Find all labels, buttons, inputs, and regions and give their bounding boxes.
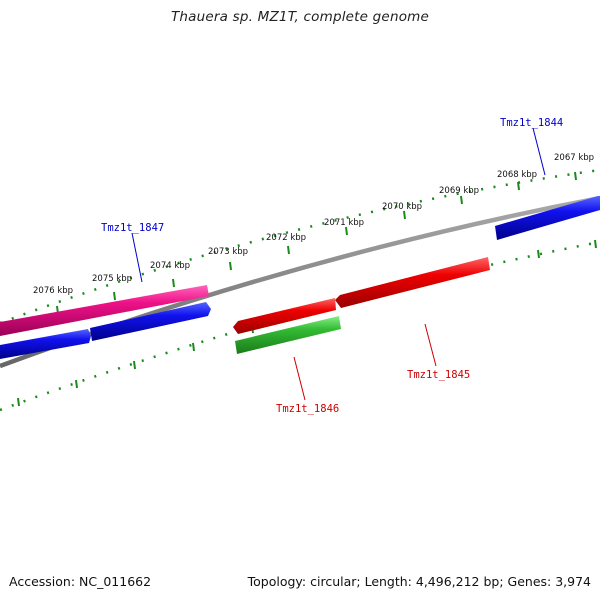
- gene-blue-forward-left[interactable]: [0, 329, 91, 359]
- major-tick: [113, 291, 116, 301]
- callout-line-tmz1t-1844: [532, 127, 546, 176]
- gene-tmz1t-1846[interactable]: [235, 316, 341, 354]
- major-tick: [574, 171, 577, 181]
- gene-red-reverse-small[interactable]: [233, 298, 336, 334]
- kbp-label: 2075 kbp: [92, 274, 132, 284]
- kbp-label: 2068 kbp: [497, 170, 537, 180]
- major-tick: [75, 379, 78, 389]
- major-ticks-forward: [56, 171, 577, 315]
- major-tick: [133, 360, 136, 370]
- gene-label-tmz1t-1844[interactable]: Tmz1t_1844: [500, 117, 563, 129]
- gene-label-tmz1t-1847[interactable]: Tmz1t_1847: [101, 222, 164, 234]
- callout-line-tmz1t-1845: [424, 323, 437, 367]
- major-tick: [17, 397, 20, 407]
- gene-label-tmz1t-1845[interactable]: Tmz1t_1845: [407, 369, 470, 381]
- callout-line-tmz1t-1846: [293, 356, 306, 401]
- kbp-label: 2069 kbp: [439, 186, 479, 196]
- major-tick: [594, 239, 597, 249]
- tick-track-reverse: [0, 240, 600, 412]
- kbp-label: 2067 kbp: [554, 153, 594, 163]
- major-tick: [229, 261, 232, 271]
- map-title: Thauera sp. MZ1T, complete genome: [170, 9, 430, 25]
- kbp-labels: 2067 kbp 2068 kbp 2069 kbp 2070 kbp 2071…: [33, 153, 594, 296]
- accession-label: Accession: NC_011662: [9, 574, 152, 589]
- gene-label-tmz1t-1846[interactable]: Tmz1t_1846: [276, 403, 339, 415]
- kbp-label: 2076 kbp: [33, 286, 73, 296]
- gene-tmz1t-1847[interactable]: [0, 285, 209, 336]
- kbp-label: 2072 kbp: [266, 233, 306, 243]
- kbp-label: 2073 kbp: [208, 247, 248, 257]
- major-tick: [192, 342, 195, 352]
- major-tick: [460, 195, 463, 205]
- kbp-label: 2074 kbp: [150, 261, 190, 271]
- gene-blue-forward-right[interactable]: [90, 302, 211, 341]
- major-tick: [172, 278, 175, 288]
- kbp-label: 2070 kbp: [382, 202, 422, 212]
- kbp-label: 2071 kbp: [324, 218, 364, 228]
- gene-tmz1t-1844[interactable]: [495, 196, 600, 240]
- major-tick: [517, 181, 520, 191]
- gene-tmz1t-1845[interactable]: [335, 257, 490, 308]
- major-tick: [403, 210, 406, 220]
- genome-info-label: Topology: circular; Length: 4,496,212 bp…: [247, 574, 591, 589]
- major-tick: [537, 249, 540, 259]
- callout-line-tmz1t-1847: [131, 232, 143, 283]
- tick-track-forward: [0, 168, 600, 325]
- major-tick: [345, 226, 348, 236]
- major-tick: [287, 245, 290, 255]
